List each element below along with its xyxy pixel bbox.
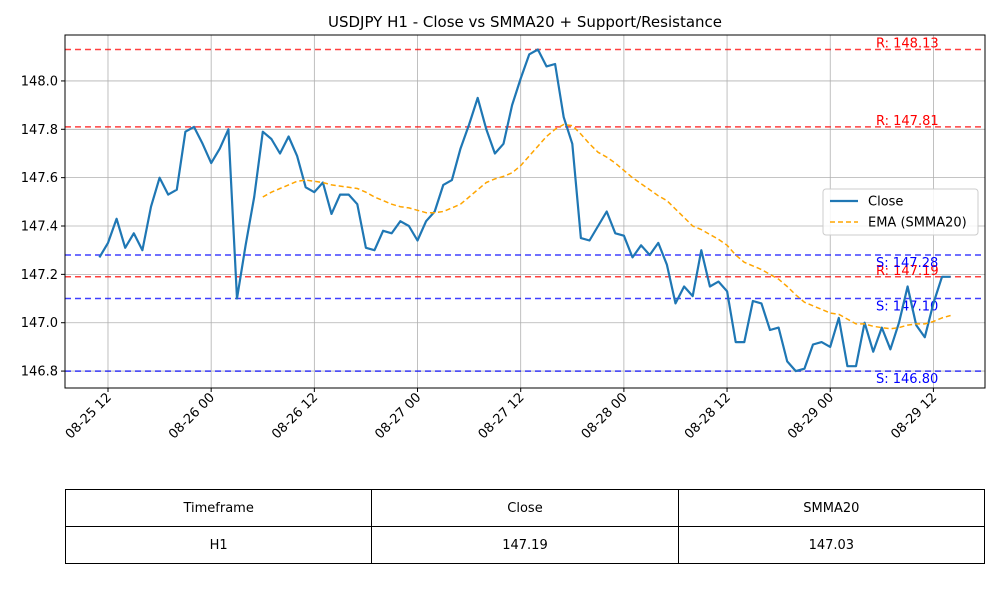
y-tick-label: 148.0 — [21, 74, 58, 89]
legend: Close EMA (SMMA20) — [822, 188, 979, 236]
support-label: S: 146.80 — [876, 372, 938, 387]
y-tick-label: 147.6 — [21, 171, 58, 186]
support-label: S: 147.10 — [876, 300, 938, 315]
x-tick-label: 08-26 12 — [269, 390, 321, 442]
x-tick-label: 08-29 12 — [888, 390, 940, 442]
support-resistance-levels: R: 148.13 R: 147.81 R: 147.19S: 147.28 S: 1… — [65, 37, 985, 387]
table-header-row: Timeframe Close SMMA20 — [64, 489, 986, 527]
summary-table: Timeframe Close SMMA20 H1 147.19 147.03 — [64, 489, 986, 564]
x-tick-label: 08-26 00 — [166, 390, 218, 442]
table-cell-timeframe: H1 — [64, 526, 373, 564]
table-header-timeframe: Timeframe — [64, 489, 373, 527]
resistance-label: R: 148.13 — [876, 37, 939, 52]
table-row: H1 147.19 147.03 — [64, 526, 986, 564]
table-header-close: Close — [371, 489, 679, 527]
chart: USDJPY H1 - Close vs SMMA20 + Support/Re… — [21, 13, 986, 442]
y-tick-label: 146.8 — [21, 365, 58, 380]
y-tick-label: 147.4 — [21, 220, 58, 235]
close-series-line — [98, 48, 951, 373]
resistance-label: R: 147.81 — [876, 114, 939, 129]
x-tick-label: 08-25 12 — [63, 390, 115, 442]
smma20-series-line — [262, 123, 951, 330]
plot-area — [64, 34, 986, 389]
x-tick-label: 08-28 12 — [682, 390, 734, 442]
x-tick-label: 08-27 12 — [476, 390, 528, 442]
chart-title: USDJPY H1 - Close vs SMMA20 + Support/Re… — [328, 13, 722, 31]
legend-label: EMA (SMMA20) — [868, 216, 967, 231]
legend-label: Close — [868, 195, 903, 210]
resistance-label: R: 147.19 — [876, 264, 939, 279]
y-tick-label: 147.0 — [21, 316, 58, 331]
y-tick-label: 147.8 — [21, 123, 58, 138]
legend-box — [822, 188, 979, 236]
series — [98, 48, 951, 373]
table-cell-smma20: 147.03 — [677, 526, 986, 564]
y-tick-label: 147.2 — [21, 268, 58, 283]
x-tick-label: 08-27 00 — [372, 390, 424, 442]
x-tick-label: 08-28 00 — [579, 390, 631, 442]
table-header-smma20: SMMA20 — [677, 489, 986, 527]
table-cell-close: 147.19 — [371, 526, 679, 564]
support-label: S: 147.28 — [876, 256, 938, 271]
x-tick-label: 08-29 00 — [785, 390, 837, 442]
